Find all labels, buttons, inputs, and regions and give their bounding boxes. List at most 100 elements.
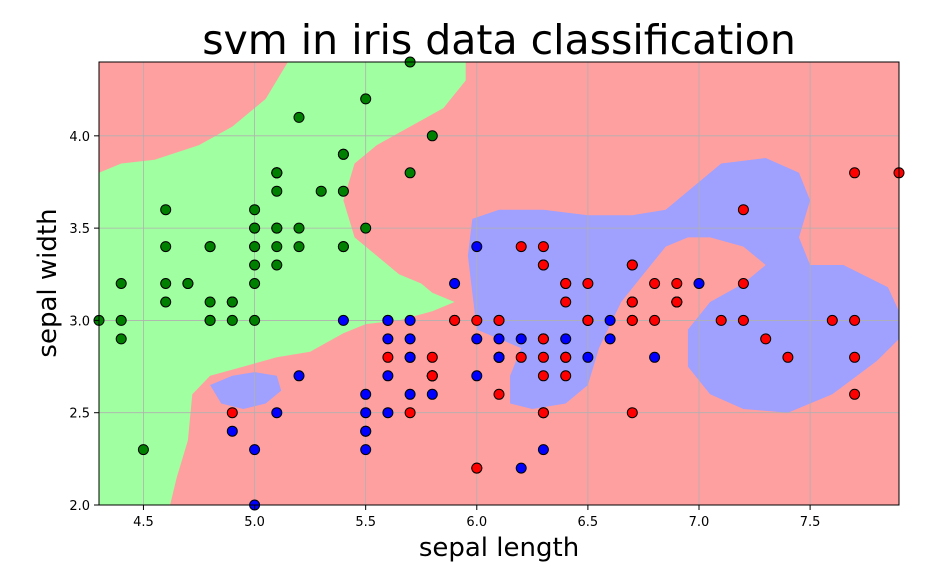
y-axis-title: sepal width [33, 208, 63, 357]
data-point [226, 314, 238, 326]
data-point [360, 444, 372, 456]
data-point [626, 407, 638, 419]
data-point [249, 278, 261, 289]
data-point [426, 351, 438, 363]
data-point [249, 259, 261, 271]
data-point [782, 351, 794, 363]
data-point [493, 351, 505, 363]
data-point [382, 407, 394, 419]
y-tick-label: 3.0 [69, 314, 90, 329]
data-point [515, 333, 527, 345]
data-point [649, 314, 661, 326]
x-tick-label: 7.0 [689, 515, 710, 530]
x-tick-label: 5.5 [355, 515, 376, 530]
data-point [471, 462, 483, 474]
y-tick-label: 4.0 [69, 130, 90, 145]
data-point [760, 333, 772, 345]
data-point [360, 425, 372, 437]
data-point [493, 388, 505, 400]
data-point [404, 167, 416, 179]
region-blue-small [210, 372, 282, 409]
data-point [493, 333, 505, 345]
data-point [426, 130, 438, 142]
data-point [404, 314, 416, 326]
data-point [737, 314, 749, 326]
data-point [360, 407, 372, 419]
data-point [404, 333, 416, 345]
data-point [849, 314, 861, 326]
data-point [271, 241, 283, 253]
data-point [537, 370, 549, 382]
x-tick-label: 6.5 [578, 515, 599, 530]
data-point [471, 314, 483, 326]
x-tick-label: 4.5 [133, 515, 154, 530]
data-point [160, 278, 172, 289]
data-point [693, 278, 705, 289]
data-point [271, 185, 283, 197]
data-point [560, 370, 572, 382]
data-point [515, 351, 527, 363]
data-point [404, 351, 416, 363]
data-point [582, 314, 594, 326]
data-point [582, 351, 594, 363]
data-point [115, 278, 127, 289]
data-point [293, 370, 305, 382]
data-point [471, 370, 483, 382]
data-point [849, 351, 861, 363]
data-point [382, 370, 394, 382]
data-point [404, 388, 416, 400]
data-point [471, 333, 483, 345]
x-tick-label: 7.5 [800, 515, 821, 530]
decision-regions [99, 62, 899, 505]
data-point [182, 278, 194, 289]
data-point [337, 185, 349, 197]
data-point [604, 314, 616, 326]
data-point [737, 278, 749, 289]
region-green [99, 62, 466, 505]
y-tick-label: 3.5 [69, 222, 90, 237]
data-point [382, 351, 394, 363]
x-axis-title: sepal length [419, 533, 579, 563]
data-point [537, 444, 549, 456]
data-point [826, 314, 838, 326]
data-point [249, 314, 261, 326]
y-tick-label: 2.5 [69, 407, 90, 422]
data-point [582, 278, 594, 289]
data-point [382, 314, 394, 326]
data-point [404, 407, 416, 419]
data-point [249, 241, 261, 253]
data-point [515, 241, 527, 253]
x-tick-label: 6.0 [466, 515, 487, 530]
data-point [204, 296, 216, 308]
data-point [204, 241, 216, 253]
data-point [360, 93, 372, 105]
data-point [426, 388, 438, 400]
data-point [649, 351, 661, 363]
data-point [249, 444, 261, 456]
data-point [271, 222, 283, 234]
data-point [560, 351, 572, 363]
data-point [515, 462, 527, 474]
data-point [449, 314, 461, 326]
x-tick-label: 5.0 [244, 515, 265, 530]
data-point [649, 278, 661, 289]
data-point [537, 351, 549, 363]
data-point [849, 388, 861, 400]
data-point [160, 296, 172, 308]
data-point [604, 333, 616, 345]
data-point [337, 314, 349, 326]
data-point [671, 296, 683, 308]
data-point [204, 314, 216, 326]
data-point [249, 204, 261, 216]
data-point [293, 241, 305, 253]
data-point [537, 241, 549, 253]
data-point [293, 222, 305, 234]
data-point [226, 296, 238, 308]
data-point [271, 407, 283, 419]
data-point [560, 333, 572, 345]
scatter-points [93, 56, 905, 511]
data-point [715, 314, 727, 326]
data-point [271, 259, 283, 271]
plot-area-frame [98, 61, 900, 506]
